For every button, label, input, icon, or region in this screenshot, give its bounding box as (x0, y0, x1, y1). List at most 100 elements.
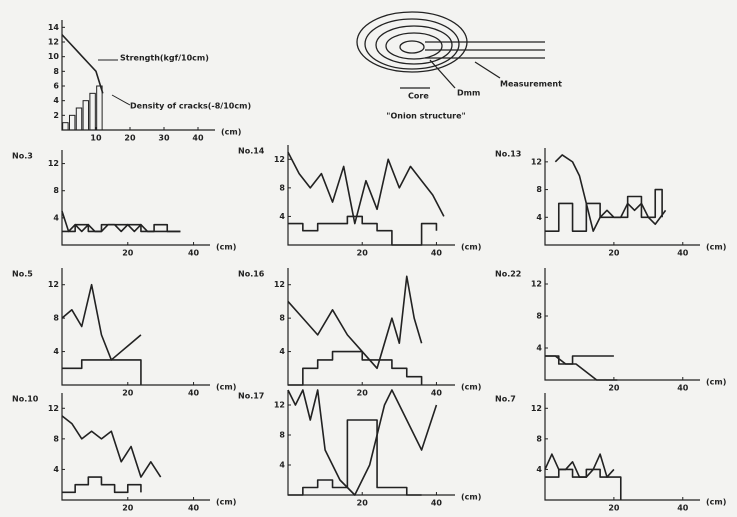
x-tick-label: 40 (188, 504, 200, 513)
strength-line (61, 210, 181, 233)
density-step (545, 355, 614, 365)
panel-title: No.17 (238, 392, 264, 401)
axes (61, 393, 210, 501)
strength-line (61, 415, 162, 478)
y-tick-label: 12 (274, 280, 285, 289)
y-tick-label: 12 (48, 280, 59, 289)
x-tick-label: 40 (677, 504, 689, 513)
x-tick-label: 20 (122, 504, 134, 513)
x-tick-label: 10 (90, 134, 102, 143)
y-tick-label: 8 (279, 431, 285, 440)
strength-line (554, 154, 667, 232)
x-axis-label: (cm) (706, 498, 726, 507)
density-step (62, 476, 142, 494)
panel-title: No.5 (12, 270, 33, 279)
density-step (62, 223, 181, 233)
y-tick-label: 12 (274, 155, 285, 164)
y-tick-label: 8 (53, 67, 59, 76)
annotation: Strength(kgf/10cm) (120, 54, 209, 63)
density-step (288, 215, 438, 246)
bar (82, 100, 90, 131)
x-tick-label: 20 (357, 249, 369, 258)
panel-title: No.22 (495, 270, 521, 279)
y-tick-label: 4 (536, 465, 542, 474)
y-tick-label: 4 (279, 212, 285, 221)
x-axis-label: (cm) (216, 383, 236, 392)
strength-line (61, 283, 142, 361)
y-tick-label: 4 (53, 213, 59, 222)
x-tick-label: 40 (188, 249, 200, 258)
axes (287, 268, 455, 386)
x-tick-label: 20 (357, 389, 369, 398)
y-tick-label: 10 (48, 52, 60, 61)
y-tick-label: 12 (531, 157, 542, 166)
x-axis-label: (cm) (706, 243, 726, 252)
y-tick-label: 8 (536, 312, 542, 321)
diagram-label: Core (408, 92, 429, 101)
x-axis-label: (cm) (216, 498, 236, 507)
density-step (288, 419, 422, 496)
bar (68, 114, 76, 131)
bar (75, 107, 83, 131)
x-tick-label: 40 (677, 384, 689, 393)
x-tick-label: 20 (122, 249, 134, 258)
y-tick-label: 12 (274, 401, 285, 410)
y-tick-label: 4 (53, 96, 59, 105)
y-tick-label: 8 (53, 314, 59, 323)
y-tick-label: 12 (531, 404, 542, 413)
x-tick-label: 30 (158, 134, 170, 143)
x-tick-label: 20 (608, 384, 620, 393)
x-tick-label: 40 (677, 249, 689, 258)
x-axis-label: (cm) (216, 243, 236, 252)
panel-title: No.3 (12, 152, 33, 161)
annotation: Density of cracks(-8/10cm) (130, 102, 251, 111)
x-tick-label: 40 (431, 249, 443, 258)
x-axis-label: (cm) (461, 383, 481, 392)
x-tick-label: 20 (608, 249, 620, 258)
strength-line (287, 151, 445, 225)
x-tick-label: 40 (192, 134, 204, 143)
strength-line (287, 275, 423, 370)
x-axis-label: (cm) (706, 378, 726, 387)
density-step (288, 350, 423, 386)
panel-title: No.14 (238, 147, 265, 156)
density-step (545, 468, 622, 500)
onion-diagram (356, 11, 545, 89)
y-tick-label: 4 (279, 461, 285, 470)
panel-title: No.7 (495, 395, 516, 404)
x-tick-label: 20 (122, 389, 134, 398)
y-tick-label: 8 (536, 185, 542, 194)
panel-title: No.13 (495, 150, 521, 159)
y-tick-label: 4 (53, 465, 59, 474)
x-tick-label: 40 (431, 499, 443, 508)
y-tick-label: 4 (536, 344, 542, 353)
y-tick-label: 8 (53, 186, 59, 195)
y-tick-label: 12 (531, 280, 542, 289)
axes (61, 268, 210, 386)
diagram-label: Dmm (457, 89, 480, 98)
y-tick-label: 8 (279, 183, 285, 192)
axes (544, 268, 700, 381)
axes (544, 148, 700, 246)
bar (89, 92, 96, 131)
panel-title: No.10 (12, 395, 39, 404)
annotation-leaders (98, 59, 131, 106)
strength-line (545, 355, 618, 381)
y-tick-label: 12 (48, 38, 59, 47)
y-tick-label: 2 (53, 111, 59, 120)
x-tick-label: 20 (357, 499, 369, 508)
panel-title: No.16 (238, 270, 265, 279)
x-tick-label: 20 (124, 134, 136, 143)
density-step (62, 359, 142, 385)
y-tick-label: 12 (48, 404, 59, 413)
strength-line (287, 389, 438, 496)
y-tick-label: 8 (53, 434, 59, 443)
x-tick-label: 40 (188, 389, 200, 398)
y-tick-label: 8 (536, 434, 542, 443)
x-tick-label: 20 (608, 504, 620, 513)
x-axis-label: (cm) (221, 128, 241, 137)
x-tick-label: 40 (431, 389, 443, 398)
diagram-label: Measurement (500, 80, 562, 89)
strength-line (544, 453, 615, 478)
